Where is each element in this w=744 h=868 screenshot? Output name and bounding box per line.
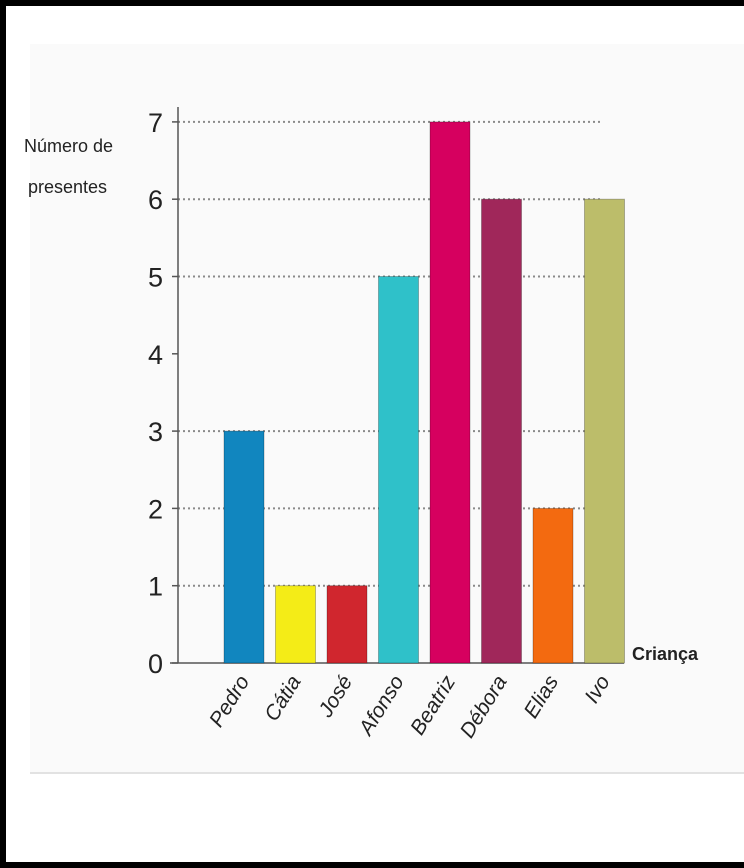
bar-cátia [275,585,316,664]
y-axis-label-line-1: Número de [24,136,113,156]
category-label: José [314,671,358,722]
y-axis-label-line-2: presentes [28,177,107,197]
x-axis-label: Criança [632,644,699,664]
category-label: Afonso [354,671,409,741]
bar-débora [481,198,522,664]
bars [223,121,625,664]
bar-pedro [223,430,265,664]
category-label: Ivo [580,671,615,707]
y-ticks: 0 1 2 3 4 5 6 7 [148,108,178,679]
y-tick-label: 3 [148,417,163,447]
bar-beatriz [429,121,471,664]
category-label: Pedro [205,671,254,731]
category-label: Débora [456,671,512,742]
y-tick-label: 7 [148,108,163,138]
y-tick-label: 2 [148,494,163,524]
bar-elias [532,507,574,664]
category-label: Elias [520,671,564,722]
category-label: Beatriz [406,671,460,739]
y-tick-label: 5 [148,263,163,293]
bar-ivo [584,198,625,664]
y-tick-label: 6 [148,185,163,215]
bar-josé [326,585,368,664]
category-label: Cátia [260,671,305,725]
y-tick-label: 0 [148,649,163,679]
y-tick-label: 1 [148,572,163,602]
y-tick-label: 4 [148,340,163,370]
bar-afonso [378,276,419,664]
